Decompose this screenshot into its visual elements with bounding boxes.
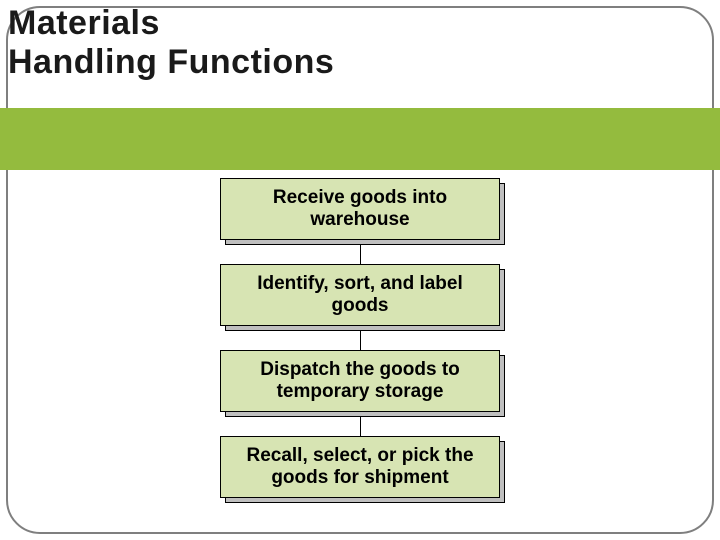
slide: Materials Handling Functions Receive goo… xyxy=(0,0,720,540)
node-box: Identify, sort, and label goods xyxy=(220,264,500,326)
flowchart: Receive goods into warehouse Identify, s… xyxy=(0,178,720,498)
accent-band xyxy=(0,108,720,170)
node-label: Recall, select, or pick the goods for sh… xyxy=(231,445,489,489)
node-box: Dispatch the goods to temporary storage xyxy=(220,350,500,412)
slide-title: Materials Handling Functions xyxy=(8,4,334,82)
node-label: Identify, sort, and label goods xyxy=(231,273,489,317)
flow-node: Dispatch the goods to temporary storage xyxy=(220,350,500,412)
flow-node: Identify, sort, and label goods xyxy=(220,264,500,326)
flow-node: Receive goods into warehouse xyxy=(220,178,500,240)
flow-node: Recall, select, or pick the goods for sh… xyxy=(220,436,500,498)
node-label: Receive goods into warehouse xyxy=(231,187,489,231)
node-box: Recall, select, or pick the goods for sh… xyxy=(220,436,500,498)
node-box: Receive goods into warehouse xyxy=(220,178,500,240)
node-label: Dispatch the goods to temporary storage xyxy=(231,359,489,403)
